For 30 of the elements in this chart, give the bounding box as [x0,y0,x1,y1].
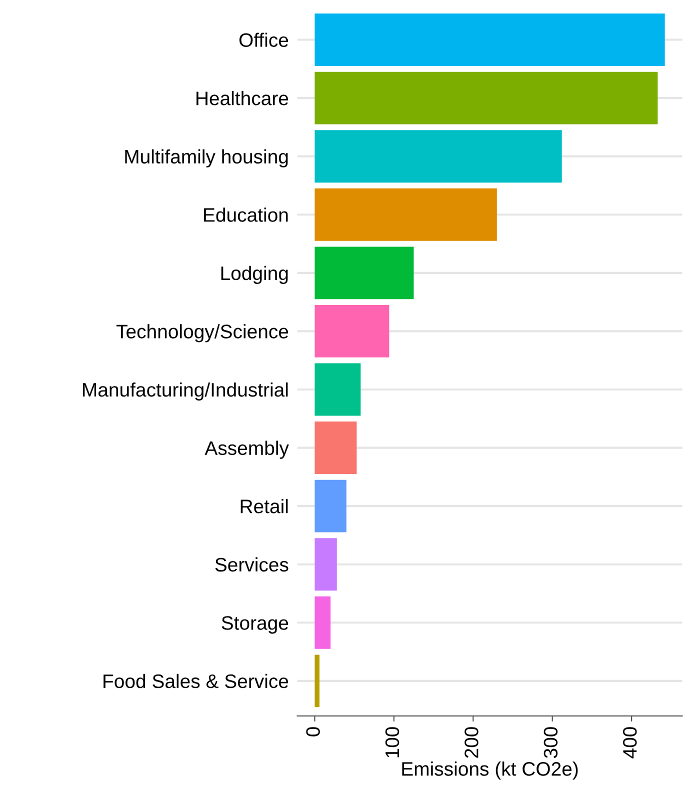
x-tick-label: 400 [623,727,637,758]
y-tick-label: Office [239,32,288,48]
bar [314,130,562,183]
bar [314,72,658,124]
bar [314,246,414,300]
y-tick-label: Food Sales & Service [104,674,288,688]
bar [314,596,331,649]
x-axis-title: Emissions (kt CO2e) [402,762,578,780]
y-tick-label: Education [204,208,288,222]
bar [314,538,337,591]
bar [314,363,361,416]
y-tick-label: Healthcare [196,91,288,106]
x-tick-label: 300 [544,727,558,758]
y-tick-label: Assembly [204,440,289,459]
bar [314,654,320,708]
bar [314,304,390,358]
y-tick-label: Storage [222,616,288,634]
bar [314,188,497,241]
y-tick-label: Manufacturing/Industrial [83,382,288,401]
x-tick-label: 0 [306,727,320,736]
y-tick-label: Retail [240,499,288,514]
x-tick-label: 200 [464,727,478,758]
y-tick-label: Technology/Science [116,324,288,342]
y-tick-label: Lodging [221,266,288,284]
y-tick-label: Services [215,557,288,572]
y-tick-label: Multifamily housing [125,149,288,168]
x-tick-label: 100 [385,727,400,758]
bar [314,422,357,474]
bar [314,14,665,66]
bar [314,480,346,532]
